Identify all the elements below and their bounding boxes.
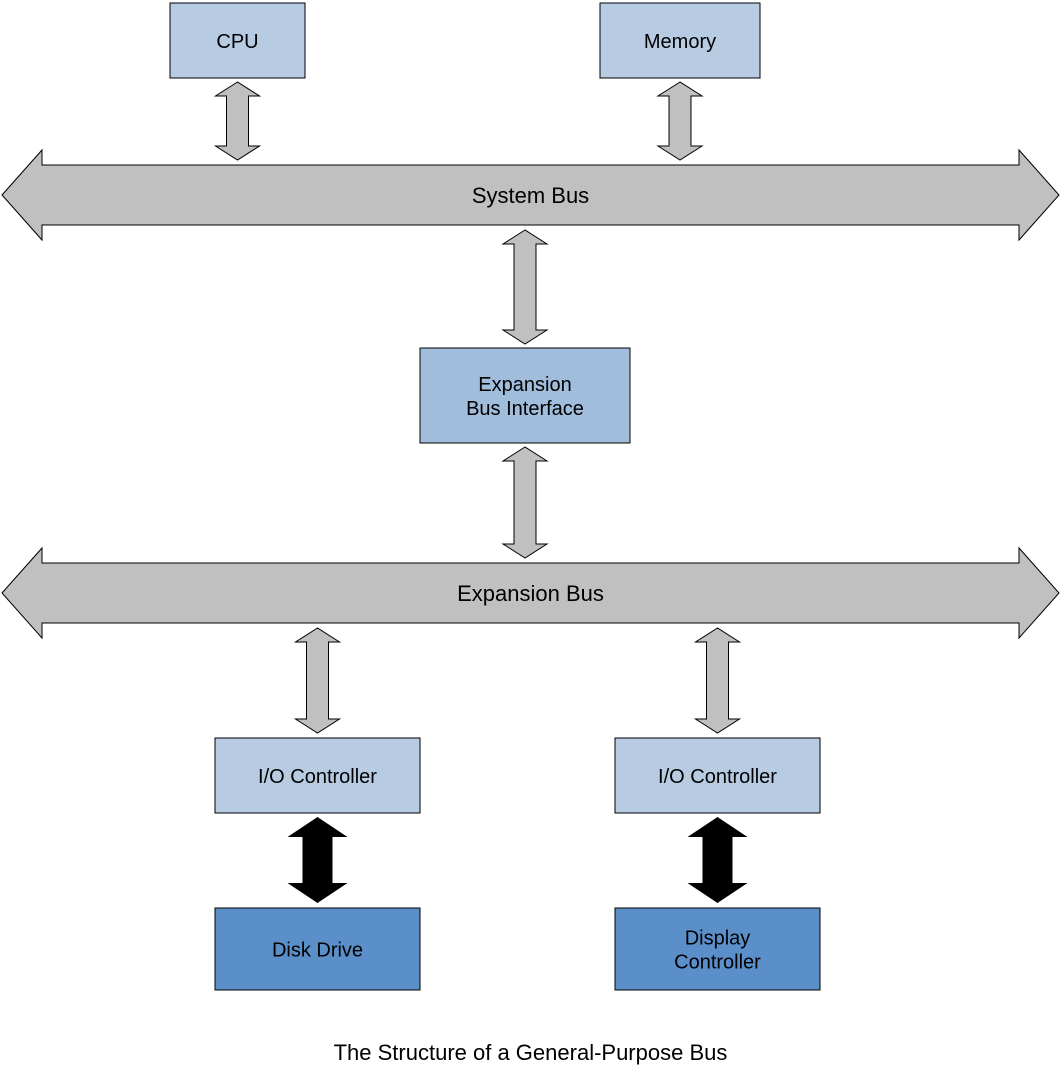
memory-label: Memory: [644, 31, 716, 53]
io2-label: I/O Controller: [658, 766, 777, 788]
ebi-label-2: Bus Interface: [466, 398, 584, 420]
io1-label: I/O Controller: [258, 766, 377, 788]
ebi-label-1: Expansion: [478, 374, 571, 396]
expansion-bus-label: Expansion Bus: [457, 581, 604, 606]
diagram-caption: The Structure of a General-Purpose Bus: [334, 1040, 728, 1065]
display-label-2: Controller: [674, 951, 761, 973]
disk-label: Disk Drive: [272, 939, 363, 961]
system-bus-label: System Bus: [472, 183, 589, 208]
bus-structure-diagram: System Bus Expansion Bus CPU Memory Expansio…: [0, 0, 1061, 1083]
cpu-label: CPU: [216, 31, 258, 53]
display-label-1: Display: [685, 927, 751, 949]
